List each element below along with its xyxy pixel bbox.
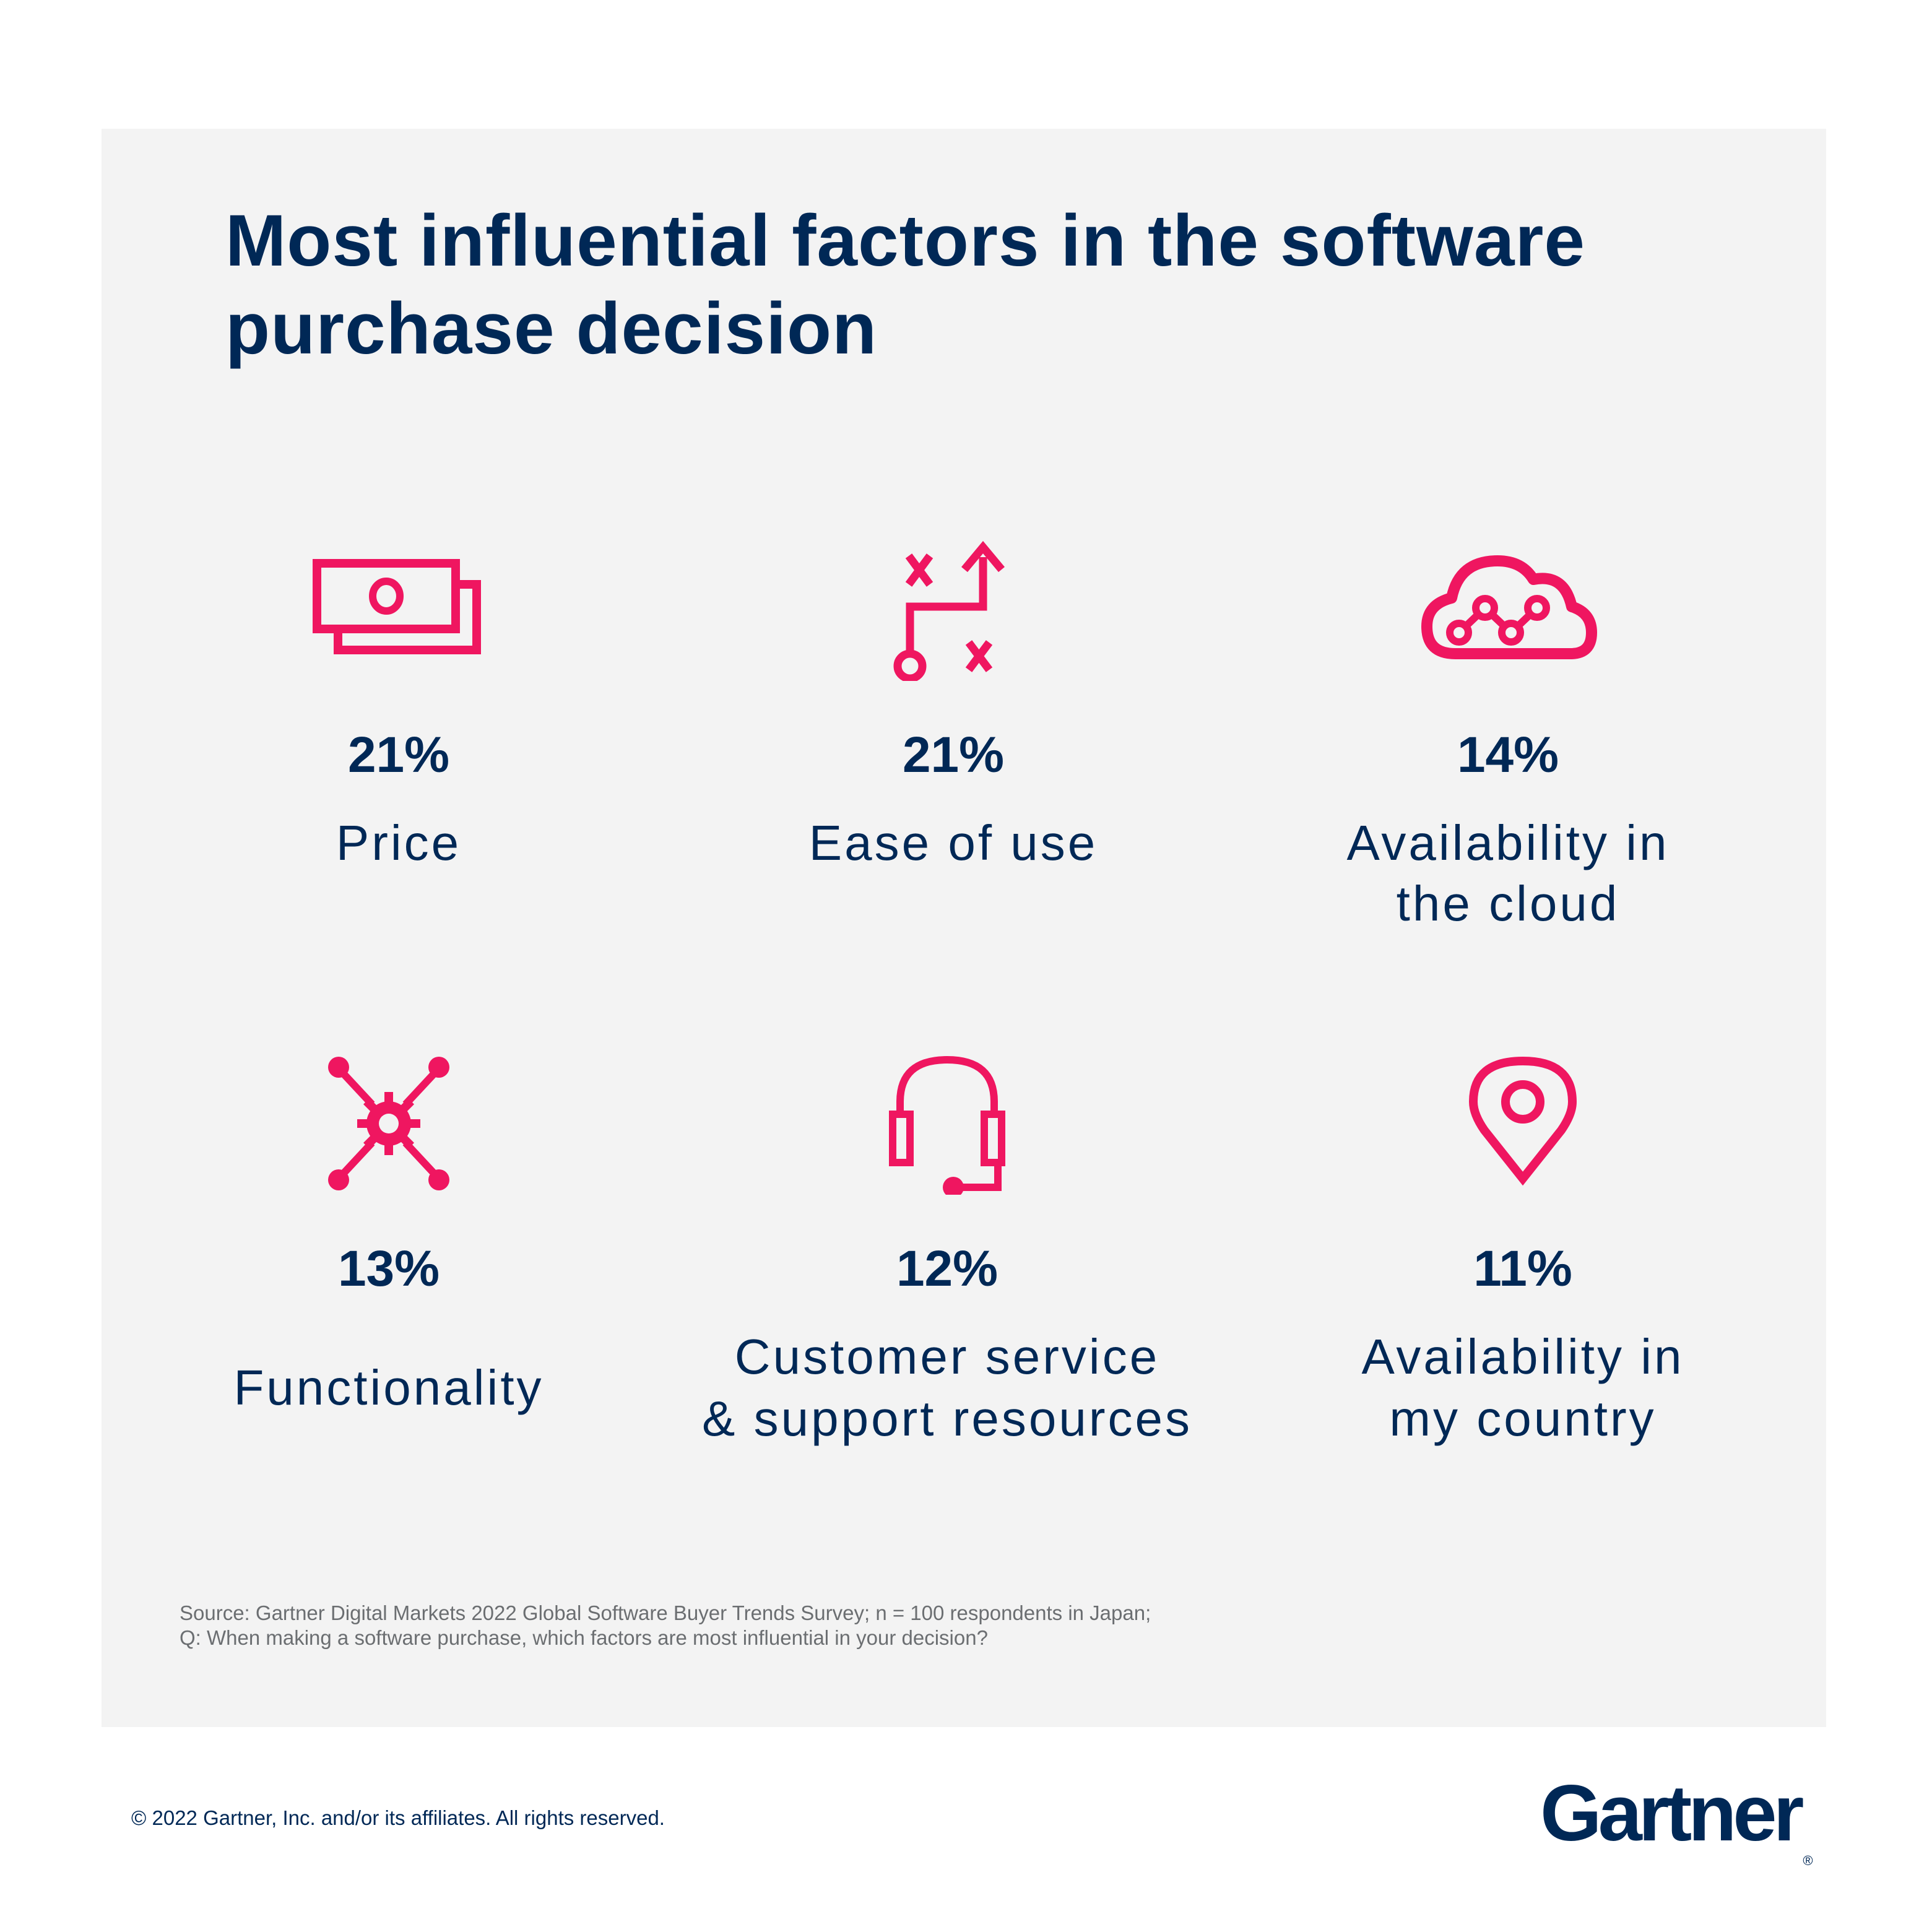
factor-percent: 11% [1473,1241,1572,1297]
factor-label-line2: the cloud [1396,876,1620,931]
page-title: Most influential factors in the software… [225,200,1586,370]
factor-price: 21% Price [120,545,677,941]
headset-icon [879,1052,1015,1195]
factor-label: Customer service [734,1329,1160,1384]
money-bills-icon [312,558,485,657]
factor-percent: 21% [347,727,450,783]
location-pin-icon [1467,1052,1579,1189]
factor-customer-service: 12% Customer service & support resources [669,1052,1226,1449]
factor-percent: 13% [337,1241,440,1297]
factor-label: Price [336,815,462,870]
factor-availability-cloud: 14% Availability in the cloud [1229,545,1787,941]
factor-label: Availability in [1346,815,1670,870]
factor-percent: 14% [1457,727,1559,783]
gear-network-icon [324,1052,454,1195]
copyright: © 2022 Gartner, Inc. and/or its affiliat… [131,1806,665,1829]
factor-label-line2: my country [1389,1391,1657,1446]
cloud-network-icon [1418,545,1598,662]
factor-label: Functionality [233,1360,544,1415]
factor-availability-country: 11% Availability in my country [1244,1052,1801,1449]
question-line: Q: When making a software purchase, whic… [180,1626,988,1649]
logo-text: Gartner [1540,1769,1804,1858]
factor-label: Ease of use [808,815,1098,870]
source-note: Source: Gartner Digital Markets 2022 Glo… [180,1601,1151,1650]
registered-mark: ® [1803,1853,1813,1868]
strategy-path-icon [891,539,1015,681]
infographic-panel [102,129,1826,1727]
factor-ease-of-use: 21% Ease of use [675,539,1232,935]
factor-percent: 12% [896,1241,998,1297]
factor-functionality: 13% Functionality [110,1052,667,1449]
source-line: Source: Gartner Digital Markets 2022 Glo… [180,1601,1151,1624]
factor-percent: 21% [902,727,1005,783]
gartner-logo: Gartner® [1540,1770,1813,1904]
factor-label: Availability in [1361,1329,1684,1384]
factor-label-line2: & support resources [702,1391,1192,1446]
